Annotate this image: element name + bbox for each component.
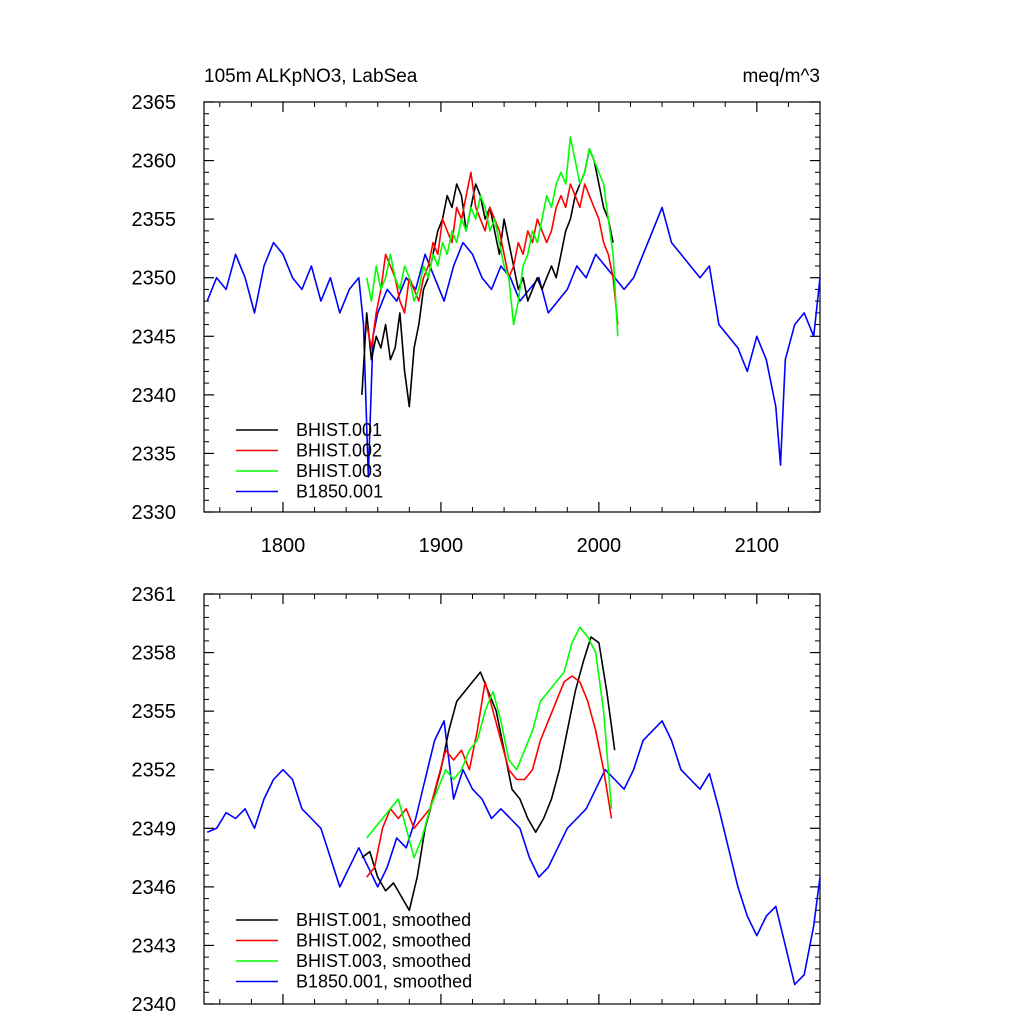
bottom-chart-panel: 2340 2343 2346 2349 2352 2355 2358 2361 BHIST.00… — [132, 584, 821, 1016]
x-tick-label: 2100 — [735, 535, 780, 557]
series-line-3 — [206, 206, 821, 478]
y-tick-label: 2345 — [132, 326, 177, 348]
legend-label: BHIST.001 — [296, 420, 382, 440]
y-tick-label: 2355 — [132, 209, 177, 231]
y-tick-label: 2350 — [132, 268, 177, 290]
legend-label: BHIST.003, smoothed — [296, 951, 471, 971]
y-tick-label: 2361 — [132, 584, 177, 606]
y-tick-label: 2346 — [132, 877, 177, 899]
y-tick-label: 2340 — [132, 385, 177, 407]
plot-frame — [203, 593, 821, 1005]
y-tick-label: 2352 — [132, 760, 177, 782]
legend-label: BHIST.002, smoothed — [296, 931, 471, 951]
plot-frame — [203, 101, 821, 513]
y-tick-label: 2349 — [132, 818, 177, 840]
y-tick-label: 2360 — [132, 151, 177, 173]
y-tick-label: 2365 — [132, 92, 177, 114]
top-chart-units: meq/m^3 — [742, 66, 820, 87]
series-line-1 — [365, 171, 619, 349]
legend-label: B1850.001, smoothed — [296, 972, 472, 992]
legend-label: BHIST.003 — [296, 461, 382, 481]
y-tick-label: 2355 — [132, 701, 177, 723]
series-line-1 — [366, 675, 613, 878]
series-line-2 — [366, 626, 613, 859]
x-tick-label: 1900 — [419, 535, 464, 557]
legend-label: BHIST.002 — [296, 441, 382, 461]
x-tick-label: 1800 — [261, 535, 306, 557]
y-tick-label: 2330 — [132, 502, 177, 524]
series-line-0 — [361, 148, 614, 408]
x-tick-label: 2000 — [577, 535, 622, 557]
series-line-3 — [206, 720, 821, 986]
y-tick-label: 2335 — [132, 443, 177, 465]
top-chart-panel: 2330 2335 2340 2345 2350 2355 2360 2365 1800 1900… — [132, 92, 821, 557]
y-tick-label: 2340 — [132, 994, 177, 1016]
legend-label: B1850.001 — [296, 482, 383, 502]
top-chart-title: 105m ALKpNO3, LabSea — [204, 66, 418, 87]
series-line-0 — [361, 636, 616, 912]
y-tick-label: 2343 — [132, 935, 177, 957]
y-tick-label: 2358 — [132, 643, 177, 665]
legend-label: BHIST.001, smoothed — [296, 910, 471, 930]
series-line-2 — [365, 136, 619, 337]
